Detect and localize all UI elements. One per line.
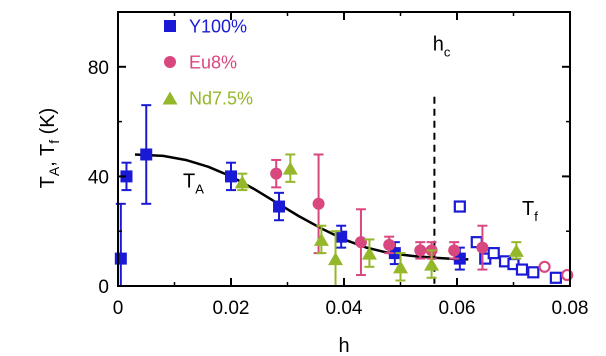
annotation-subscript: c [444,44,451,59]
nd7-5--point-7 [508,243,524,257]
eu8--point-4 [414,244,427,257]
y-axis-title-sep: , T [37,144,59,167]
x-tick-label-2: 0.04 [326,298,363,319]
x-tick-label-3: 0.06 [439,298,476,319]
annotation-ta: TA [183,170,204,196]
y-tick-label-0: 0 [98,277,109,298]
y-axis-title-sub-a: A [46,166,62,176]
annotation-tf: Tf [522,198,538,224]
y-axis-title-main: T [37,176,59,188]
plot-frame [117,11,571,287]
eu8--point-3 [383,238,396,251]
fit-curve-layer [134,153,469,261]
y100--point-3 [225,170,237,183]
y100--open-point-6 [515,263,529,276]
eu8--point-6 [448,244,461,257]
annotation-subscript: f [534,209,538,224]
legend-nd7-5--marker [162,91,178,105]
legend: Y100% Eu8% Nd7.5% [162,17,253,109]
y100--open-point-7 [527,266,540,279]
eu8--point-7 [476,241,489,254]
y100--point-0 [114,252,127,265]
legend-y100--label: Y100% [189,17,247,37]
eu8--point-0 [270,167,283,180]
annotation-main-text: T [183,170,195,192]
legend-nd7-5--label: Nd7.5% [189,89,253,109]
y-axis-title: TA, Tf (K) [37,108,62,189]
legend-eu8--marker [164,56,176,68]
nd7-5--point-6 [424,257,440,271]
plot-frame-layer [117,11,571,287]
annotation-main-text: T [522,198,534,220]
annotation-hc: hc [433,33,451,59]
nd7-5--point-4 [361,246,377,260]
y100--point-4 [273,200,286,213]
x-tick-label-0: 0 [113,298,124,319]
y100--open-point-8 [549,271,562,284]
eu8--point-2 [354,236,367,249]
legend-eu8--label: Eu8% [189,53,237,73]
annotation-subscript: A [195,181,204,196]
y-tick-label-2: 80 [88,58,109,79]
y-axis-title-sub-f: f [46,140,62,144]
y100--point-1 [120,170,133,183]
legend-y100--marker [164,20,176,32]
nd7-5--point-0 [234,175,250,189]
nd7-5--point-2 [313,232,329,246]
data-points-layer [114,104,574,286]
x-tick-label-1: 0.02 [213,298,250,319]
y100--point-2 [140,148,153,161]
nd7-5--point-3 [328,252,344,266]
y-axis-title-unit: (K) [37,108,59,140]
y100--open-point-0 [453,200,466,213]
eu8--open-point-0 [538,260,551,273]
y100--point-5 [335,230,348,243]
fit-curve-ta [134,153,469,261]
x-tick-label-4: 0.08 [552,298,589,319]
y-tick-label-1: 40 [88,167,109,188]
y100--open-point-3 [487,247,500,260]
axis-ticks-layer: 0 0.02 0.04 0.06 0.08 0 40 80 [88,12,589,319]
eu8--point-1 [312,197,325,210]
nd7-5--point-5 [393,260,408,274]
nd7-5--point-1 [282,161,298,175]
x-axis-title: h [338,335,349,356]
annotation-main-text: h [433,33,444,55]
